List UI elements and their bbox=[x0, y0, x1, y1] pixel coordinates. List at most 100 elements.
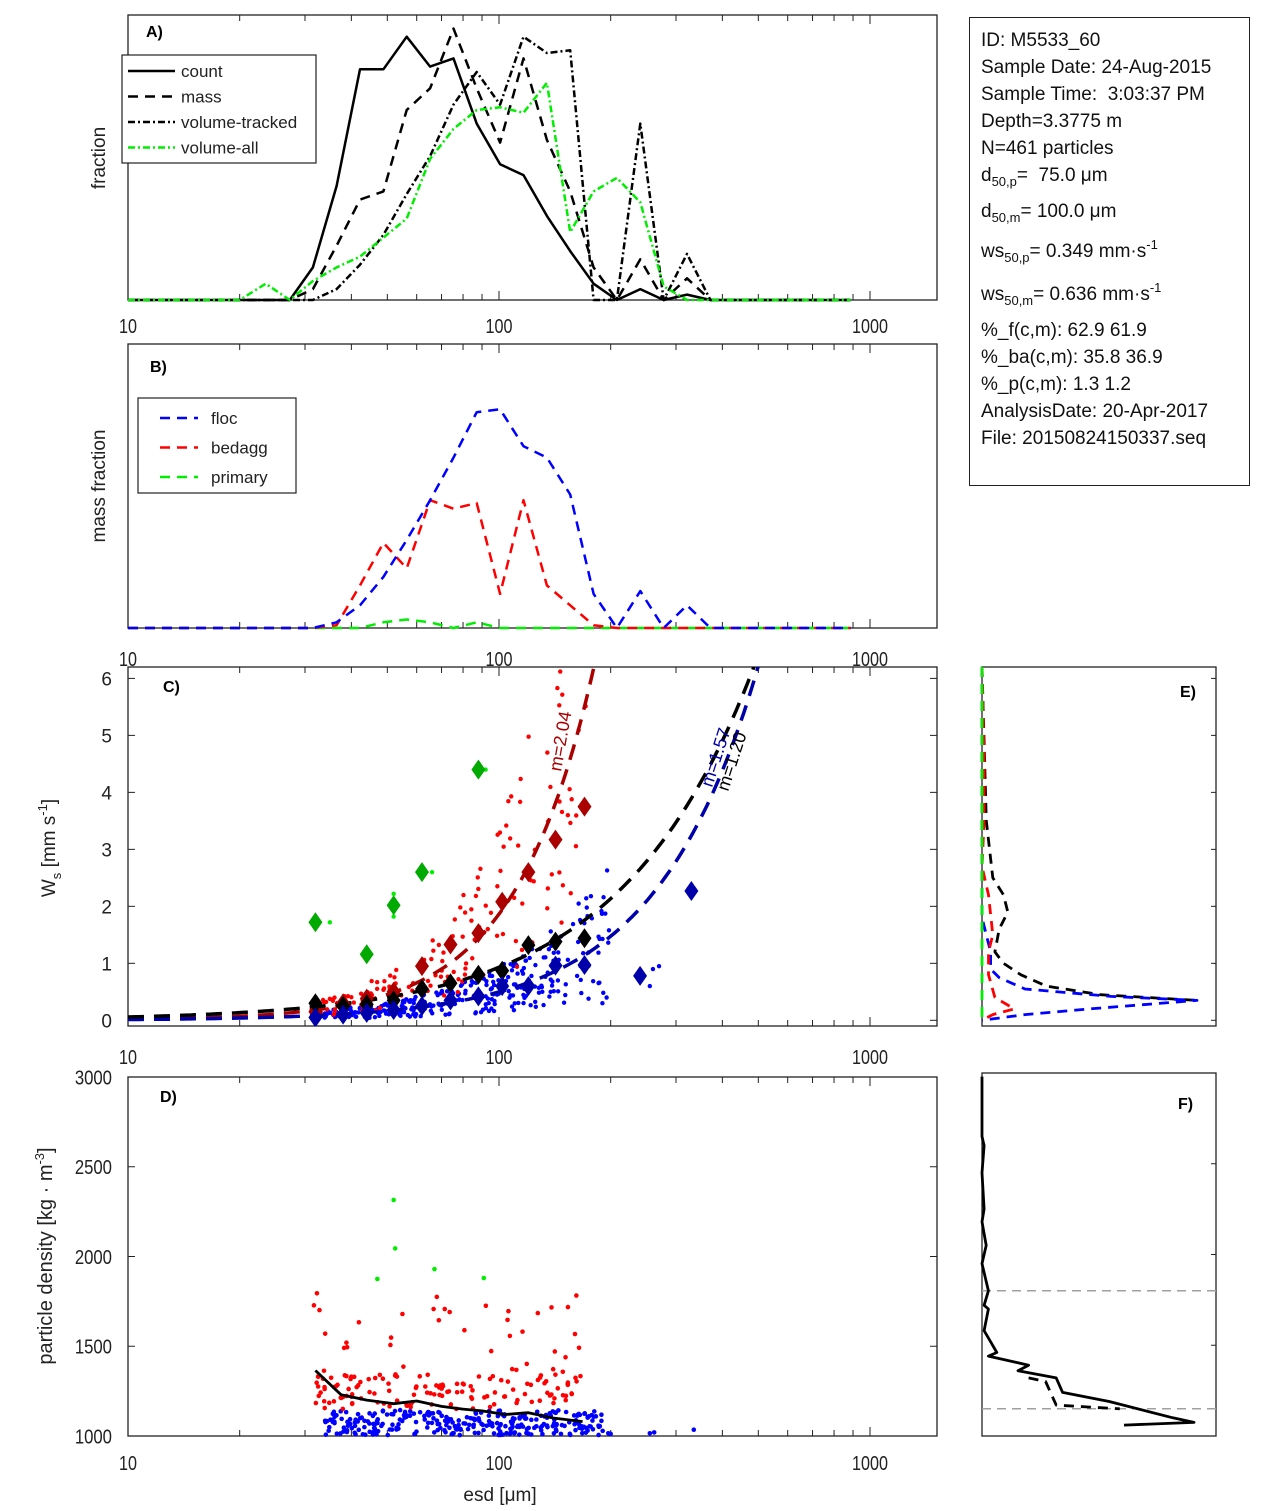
particle-point bbox=[537, 1375, 543, 1380]
particle-point bbox=[647, 983, 653, 989]
particle-point bbox=[311, 1303, 317, 1308]
particle-point bbox=[327, 920, 333, 925]
particle-point bbox=[381, 1002, 387, 1007]
particle-point bbox=[462, 1327, 467, 1333]
particle-point bbox=[367, 1389, 372, 1395]
particle-point bbox=[534, 1417, 539, 1422]
particle-point bbox=[601, 895, 606, 900]
particle-point bbox=[462, 1421, 468, 1426]
particle-point bbox=[592, 1409, 597, 1414]
particle-point bbox=[500, 931, 506, 937]
particle-point bbox=[515, 1423, 521, 1428]
particle-point bbox=[462, 910, 468, 915]
particle-point bbox=[437, 1410, 442, 1416]
ws50m-label: ws bbox=[981, 284, 1005, 305]
particle-point bbox=[353, 1009, 358, 1015]
particle-point bbox=[314, 1380, 319, 1386]
particle-point bbox=[505, 974, 511, 980]
particle-point bbox=[565, 812, 571, 818]
particle-point bbox=[442, 1418, 448, 1424]
particle-point bbox=[656, 963, 662, 969]
legend-label-mass: mass bbox=[181, 88, 222, 107]
particle-point bbox=[567, 787, 572, 792]
particle-point bbox=[547, 994, 552, 999]
particle-point bbox=[580, 608, 584, 612]
particle-point bbox=[527, 955, 532, 961]
particle-point bbox=[483, 1303, 489, 1309]
particle-point bbox=[374, 986, 380, 992]
particle-point bbox=[332, 1419, 337, 1424]
particle-point bbox=[557, 799, 562, 804]
panel-c-ylabel: Ws [mm s-1] bbox=[35, 799, 64, 897]
particle-point bbox=[651, 1430, 657, 1435]
particle-point bbox=[359, 1415, 365, 1420]
particle-point bbox=[604, 868, 610, 873]
particle-point bbox=[370, 1413, 376, 1419]
bin-mean-diamond-floc bbox=[521, 976, 536, 997]
panel-c-xtick-label: 100 bbox=[486, 1046, 513, 1068]
particle-point bbox=[553, 1372, 558, 1377]
particle-point bbox=[563, 982, 568, 987]
bin-mean-diamond-floc bbox=[495, 976, 510, 997]
particle-point bbox=[563, 1354, 568, 1360]
particle-point bbox=[352, 1420, 358, 1425]
bin-mean-diamond-bedagg bbox=[443, 934, 458, 955]
particle-point bbox=[600, 1001, 605, 1006]
info-depth: Depth=3.3775 m bbox=[981, 111, 1123, 132]
panel-e-label: E) bbox=[1180, 684, 1196, 701]
particle-point bbox=[326, 1400, 332, 1406]
particle-point bbox=[316, 1393, 322, 1399]
particle-point bbox=[529, 973, 534, 979]
particle-point bbox=[460, 934, 465, 939]
particle-point bbox=[456, 1418, 462, 1423]
legend-label-primary: primary bbox=[211, 468, 268, 487]
panel-c-axes-box bbox=[127, 666, 938, 1027]
particle-point bbox=[391, 1197, 396, 1203]
particle-point bbox=[438, 1425, 443, 1431]
d50p-subscript: 50,p bbox=[991, 174, 1017, 189]
particle-point bbox=[495, 884, 500, 889]
series-line-floc bbox=[980, 667, 1199, 1022]
panel-b-label: B) bbox=[150, 359, 167, 376]
particle-point bbox=[529, 1399, 535, 1405]
d50m-value: = 100.0 μm bbox=[1020, 201, 1117, 222]
particle-point bbox=[535, 1310, 541, 1316]
particle-point bbox=[341, 1425, 347, 1430]
particle-point bbox=[540, 1431, 545, 1437]
bin-mean-diamond-all bbox=[443, 973, 458, 994]
particle-point bbox=[322, 1418, 328, 1424]
particle-point bbox=[509, 1426, 514, 1432]
particle-point bbox=[560, 1369, 566, 1375]
particle-point bbox=[444, 1422, 449, 1428]
particle-point bbox=[381, 987, 386, 992]
particle-point bbox=[511, 1007, 517, 1013]
particle-point bbox=[445, 1389, 450, 1395]
particle-point bbox=[441, 993, 447, 998]
legend-label-count: count bbox=[181, 62, 223, 81]
particle-point bbox=[360, 1432, 366, 1437]
particle-point bbox=[578, 977, 583, 983]
particle-point bbox=[596, 1424, 602, 1430]
particle-point bbox=[394, 1427, 399, 1432]
d50p-label: d bbox=[981, 165, 992, 186]
particle-point bbox=[403, 1006, 408, 1011]
particle-point bbox=[413, 1385, 419, 1391]
particle-point bbox=[543, 955, 548, 960]
particle-point bbox=[463, 988, 468, 994]
particle-point bbox=[504, 1430, 509, 1436]
particle-point bbox=[326, 1424, 332, 1430]
particle-point bbox=[560, 883, 566, 888]
particle-point bbox=[440, 958, 445, 964]
particle-point bbox=[414, 1429, 419, 1434]
particle-point bbox=[536, 990, 542, 995]
particle-point bbox=[323, 1432, 329, 1437]
particle-point bbox=[436, 1421, 442, 1427]
particle-point bbox=[516, 1000, 521, 1006]
particle-point bbox=[556, 950, 561, 955]
particle-point bbox=[512, 1430, 518, 1435]
panel-c-xtick-label: 10 bbox=[119, 1046, 137, 1068]
particle-point bbox=[407, 1408, 413, 1414]
particle-point bbox=[489, 986, 495, 991]
particle-point bbox=[462, 972, 468, 977]
info-ws50m: ws50,m= 0.636 mm·s-1 bbox=[981, 281, 1161, 307]
